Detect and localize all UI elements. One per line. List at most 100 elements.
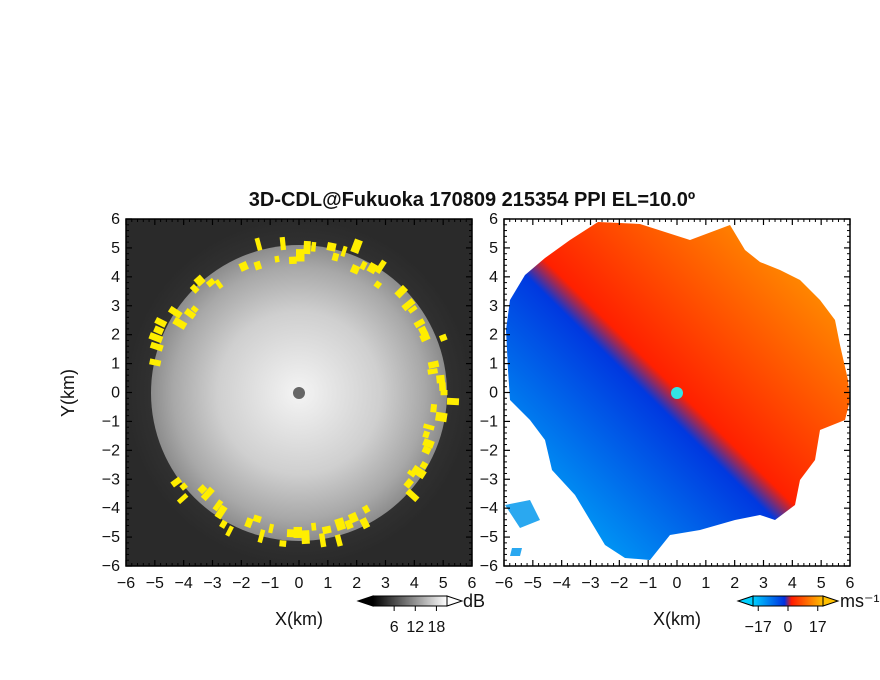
- intensity-highlight-patch: [214, 504, 228, 520]
- intensity-x-tick-label: 0: [295, 575, 304, 592]
- intensity-colorbar: 6 12 18 dB: [356, 591, 485, 636]
- intensity-highlight-patch: [154, 316, 168, 328]
- intensity-highlight-patch: [438, 382, 447, 392]
- intensity-y-tick-label: −5: [102, 529, 120, 546]
- intensity-highlight-patch: [179, 482, 188, 491]
- intensity-highlight-patch: [193, 274, 206, 287]
- intensity-highlight-patch: [446, 397, 460, 406]
- intensity-highlight-patch: [149, 358, 162, 367]
- intensity-highlight-patch: [340, 245, 348, 257]
- intensity-highlight-patch: [279, 540, 287, 547]
- velocity-y-tick-label: 6: [489, 211, 498, 228]
- intensity-x-ticks: −6 −5 −4 −3 −2 −1 0 1 2 3 4 5 6: [117, 219, 477, 592]
- intensity-highlight-patch: [359, 260, 368, 271]
- intensity-highlight-patch: [440, 390, 448, 396]
- colorbar-tick-label: 18: [428, 619, 446, 636]
- intensity-highlight-patch: [413, 318, 426, 329]
- velocity-x-tick-label: −6: [495, 575, 513, 592]
- intensity-y-tick-label: 2: [111, 327, 120, 344]
- intensity-highlight-patch: [172, 316, 188, 330]
- velocity-x-tick-label: 0: [673, 575, 682, 592]
- intensity-y-tick-label: −2: [102, 442, 120, 459]
- intensity-y-tick-label: 6: [111, 211, 120, 228]
- intensity-highlight-patch: [253, 260, 263, 271]
- intensity-x-tick-label: 4: [410, 575, 419, 592]
- intensity-highlight-patch: [427, 360, 440, 369]
- intensity-highlight-patch: [293, 526, 302, 538]
- intensity-highlight-patch: [167, 305, 183, 319]
- intensity-y-tick-label: 3: [111, 298, 120, 315]
- intensity-highlight-patch: [331, 252, 340, 262]
- velocity-y-tick-label: 2: [489, 327, 498, 344]
- intensity-highlight-patch: [427, 368, 439, 375]
- velocity-center-marker: [671, 387, 683, 399]
- intensity-highlight-patch: [149, 341, 164, 352]
- intensity-highlight-patch: [430, 403, 438, 413]
- intensity-highlight-patch: [350, 238, 363, 254]
- intensity-highlight-patch: [301, 530, 310, 545]
- intensity-x-tick-label: −2: [232, 575, 250, 592]
- intensity-y-tick-label: 4: [111, 269, 120, 286]
- intensity-highlight-patch: [359, 517, 371, 530]
- intensity-highlight-patch: [170, 476, 183, 488]
- intensity-highlight-patch: [190, 305, 199, 314]
- intensity-highlight-patch: [334, 534, 343, 547]
- intensity-highlight-patch: [321, 525, 332, 535]
- intensity-highlight-patch: [436, 374, 446, 384]
- intensity-highlight-patch: [310, 522, 317, 531]
- velocity-y-tick-label: 1: [489, 356, 498, 373]
- velocity-y-tick-label: −6: [480, 558, 498, 575]
- intensity-highlight-patch: [361, 504, 371, 514]
- intensity-highlight-patch: [279, 236, 287, 251]
- velocity-x-tick-label: 5: [817, 575, 826, 592]
- velocity-x-tick-label: 4: [788, 575, 797, 592]
- intensity-highlight-patch: [406, 469, 416, 478]
- velocity-y-tick-label: −1: [480, 413, 498, 430]
- velocity-x-axis-label: X(km): [653, 609, 701, 629]
- intensity-highlight-patch: [148, 332, 164, 344]
- velocity-x-tick-label: −1: [639, 575, 657, 592]
- intensity-highlight-patch: [421, 445, 432, 455]
- velocity-x-ticks: −6 −5 −4 −3 −2 −1 0 1 2 3 4 5 6: [495, 219, 855, 592]
- velocity-colorbar-high-arrow: [822, 595, 840, 607]
- intensity-highlight-patch: [434, 411, 448, 423]
- intensity-x-tick-label: 1: [323, 575, 332, 592]
- intensity-highlight-patch: [225, 525, 234, 537]
- intensity-highlight-patch: [403, 478, 414, 489]
- velocity-x-tick-label: −5: [524, 575, 542, 592]
- velocity-y-tick-label: −2: [480, 442, 498, 459]
- intensity-y-tick-label: −6: [102, 558, 120, 575]
- velocity-x-tick-label: −3: [581, 575, 599, 592]
- velocity-x-tick-label: 6: [846, 575, 855, 592]
- intensity-y-tick-label: −1: [102, 413, 120, 430]
- velocity-y-tick-label: 5: [489, 240, 498, 257]
- intensity-highlight-patch: [418, 325, 429, 337]
- colorbar-tick-label: 6: [390, 619, 399, 636]
- intensity-highlight-patch: [183, 308, 197, 320]
- intensity-highlight-patch: [326, 241, 337, 252]
- intensity-x-tick-label: −5: [146, 575, 164, 592]
- intensity-highlight-patch: [288, 256, 297, 265]
- intensity-colorbar-low-arrow: [356, 595, 374, 607]
- intensity-y-tick-label: 1: [111, 356, 120, 373]
- intensity-highlight-patch: [422, 423, 435, 431]
- velocity-colorbar-bar: [752, 595, 824, 607]
- velocity-y-tick-label: −5: [480, 529, 498, 546]
- intensity-y-tick-label: −3: [102, 471, 120, 488]
- intensity-highlight-patch: [257, 529, 266, 544]
- intensity-x-tick-label: 3: [381, 575, 390, 592]
- intensity-y-axis-label: Y(km): [58, 369, 78, 417]
- intensity-highlight-patch: [419, 460, 429, 470]
- colorbar-tick-label: −17: [745, 619, 772, 636]
- intensity-panel: −6 −5 −4 −3 −2 −1 0 1 2 3 4 5 6 6 5 4 3 2 1 0 −1 −2 −3 −4 −5−6 …: [58, 211, 477, 629]
- intensity-highlight-patch: [268, 523, 275, 534]
- intensity-highlight-patch: [244, 517, 254, 529]
- colorbar-tick-label: 0: [784, 619, 793, 636]
- intensity-highlight-patch: [394, 284, 409, 299]
- intensity-highlight-patch: [153, 325, 165, 336]
- velocity-y-tick-label: 0: [489, 385, 498, 402]
- intensity-y-tick-label: 0: [111, 385, 120, 402]
- intensity-highlight-patch: [197, 484, 208, 495]
- velocity-y-tick-label: −4: [480, 500, 498, 517]
